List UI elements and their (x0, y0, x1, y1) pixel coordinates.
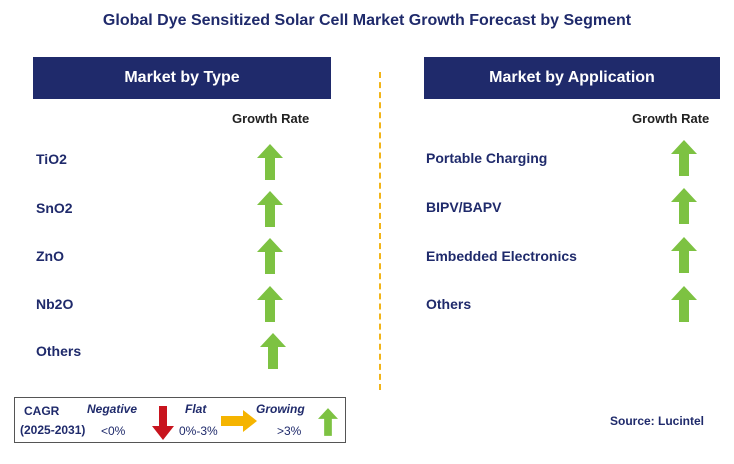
up-arrow-icon (260, 333, 286, 369)
type-panel-header: Market by Type (33, 57, 331, 99)
legend-period: (2025-2031) (20, 423, 86, 437)
legend-flat-label: Flat (185, 402, 207, 416)
legend-growing-range: >3% (277, 424, 302, 438)
application-row-others-label: Others (426, 296, 472, 312)
up-arrow-icon (257, 144, 283, 180)
application-row-embedded-electronics-label: Embedded Electronics (426, 248, 577, 264)
type-growth-rate-header: Growth Rate (232, 111, 310, 126)
up-arrow-icon (257, 238, 283, 274)
legend-flat-range: 0%-3% (179, 424, 218, 438)
up-arrow-icon (671, 237, 697, 273)
type-row-sno2-label: SnO2 (36, 200, 73, 216)
application-row-portable-charging-label: Portable Charging (426, 150, 548, 166)
up-arrow-icon (257, 191, 283, 227)
source-note: Source: Lucintel (610, 414, 705, 428)
legend-negative-range: <0% (101, 424, 126, 438)
legend-growing-label: Growing (256, 402, 305, 416)
up-arrow-icon (671, 140, 697, 176)
type-row-zno-label: ZnO (36, 248, 64, 264)
legend-negative-label: Negative (87, 402, 138, 416)
chart-title: Global Dye Sensitized Solar Cell Market … (102, 12, 632, 29)
application-growth-rate-header: Growth Rate (632, 111, 710, 126)
panel-divider (379, 72, 381, 390)
application-panel-header-label: Market by Application (489, 69, 655, 86)
type-row-others-label: Others (36, 343, 82, 359)
type-row-nb2o-label: Nb2O (36, 296, 74, 312)
up-arrow-icon (671, 188, 697, 224)
application-panel-header: Market by Application (424, 57, 720, 99)
right-arrow-icon (221, 410, 257, 432)
down-arrow-icon (152, 406, 174, 440)
up-arrow-icon (318, 408, 338, 436)
type-panel-header-label: Market by Type (124, 69, 240, 86)
up-arrow-icon (671, 286, 697, 322)
legend-cagr-label: CAGR (24, 404, 60, 418)
application-row-bipv-bapv-label: BIPV/BAPV (426, 199, 502, 215)
cagr-legend: CAGR (2025-2031) Negative <0% Flat 0%-3%… (14, 397, 346, 443)
type-row-tio2-label: TiO2 (36, 151, 67, 167)
up-arrow-icon (257, 286, 283, 322)
